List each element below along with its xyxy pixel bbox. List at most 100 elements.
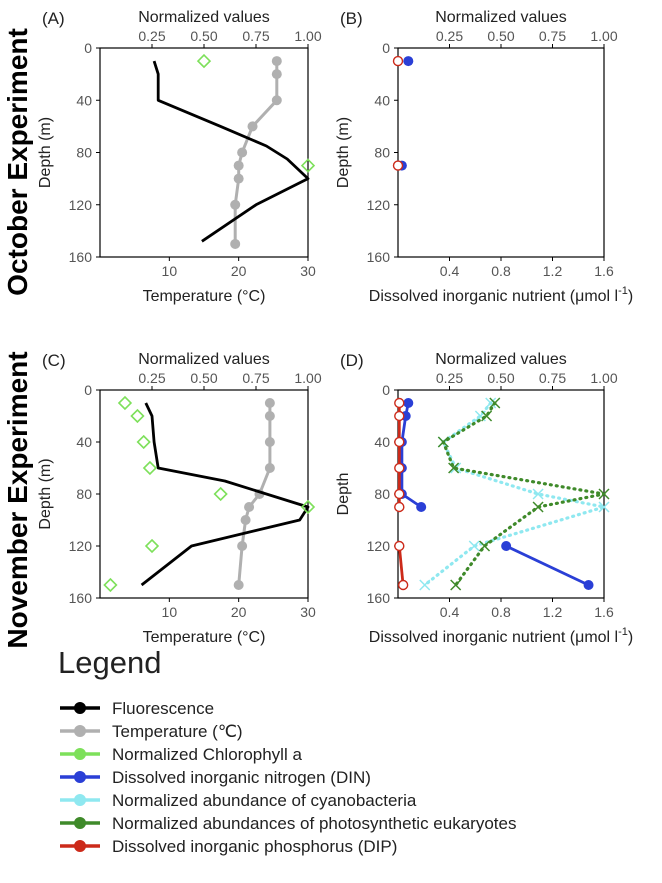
y-axis-label: Depth (m) xyxy=(335,117,352,188)
y-tick-label: 40 xyxy=(374,434,390,450)
point-normalized-abundances-of-photosynthetic-eukaryotes xyxy=(481,410,493,422)
series-line-normalized-abundances-of-photosynthetic-eukaryotes xyxy=(441,401,606,587)
bottom-tick-label: 0.8 xyxy=(491,263,511,279)
y-tick-label: 40 xyxy=(374,92,390,108)
point-normalized-abundance-of-cyanobacteria xyxy=(485,397,497,409)
point-dip xyxy=(394,436,405,448)
point-temperature xyxy=(233,160,244,171)
point-normalized-abundances-of-photosynthetic-eukaryotes xyxy=(478,540,491,552)
legend-swatch-dot xyxy=(74,771,86,783)
series-group xyxy=(394,397,610,591)
panel-label: (C) xyxy=(42,351,66,370)
point-dip xyxy=(394,397,405,409)
series-line-dip xyxy=(397,545,405,586)
point-normalized-abundance-of-cyanobacteria xyxy=(532,488,544,500)
top-tick-label: 0.75 xyxy=(242,370,269,386)
top-tick-label: 0.25 xyxy=(436,28,463,44)
point-dip xyxy=(394,501,405,513)
row-label-october: October Experiment xyxy=(2,28,33,296)
panel-3: (D) Normalized values 0.25 0.50 0.75 1.00 0 40 8… xyxy=(335,351,633,646)
y-tick-label: 0 xyxy=(84,382,92,398)
legend-entry: Temperature (℃) xyxy=(60,722,243,741)
legend-entries: Fluorescence Temperature (℃) Normalized Ch… xyxy=(60,699,516,856)
plot-frame xyxy=(99,389,309,599)
legend-label: Temperature (℃) xyxy=(112,722,243,741)
bottom-tick-label: 1.6 xyxy=(594,604,614,620)
point-normalized-chlorophyll-a xyxy=(196,53,212,69)
point-normalized-chlorophyll-a xyxy=(142,460,158,476)
point-normalized-chlorophyll-a xyxy=(117,395,133,411)
point-temperature xyxy=(264,398,275,408)
panel-0: (A) Normalized values 0.25 0.50 0.75 1.00 0 40 8… xyxy=(37,9,322,305)
bottom-tick-label: 0.4 xyxy=(440,263,460,279)
top-tick-label: 0.50 xyxy=(487,28,514,44)
bottom-axis-label-main: Dissolved inorganic nutrient (μmol l xyxy=(369,629,618,646)
series-line-normalized-abundance-of-cyanobacteria xyxy=(423,401,606,587)
series-group xyxy=(392,55,414,171)
series-group xyxy=(152,53,316,249)
point-normalized-chlorophyll-a xyxy=(144,538,160,554)
y-tick-label: 80 xyxy=(374,486,390,502)
legend-swatch-dot xyxy=(74,702,86,714)
bottom-tick-label: 0.8 xyxy=(491,604,511,620)
point-normalized-abundance-of-cyanobacteria xyxy=(419,579,431,591)
point-temperature xyxy=(237,147,248,158)
row-label-november: November Experiment xyxy=(2,351,33,648)
panel-label: (D) xyxy=(340,351,364,370)
top-tick-label: 0.50 xyxy=(190,370,217,386)
legend-label: Normalized abundance of cyanobacteria xyxy=(112,791,417,810)
point-normalized-abundances-of-photosynthetic-eukaryotes xyxy=(532,501,544,513)
y-tick-label: 160 xyxy=(69,590,93,606)
point-normalized-abundance-of-cyanobacteria xyxy=(598,501,610,513)
legend-entry: Dissolved inorganic nitrogen (DIN) xyxy=(60,768,371,787)
top-tick-label: 1.00 xyxy=(294,28,321,44)
point-dip xyxy=(394,488,405,500)
top-tick-label: 0.50 xyxy=(487,370,514,386)
top-tick-label: 1.00 xyxy=(590,28,617,44)
top-axis-label: Normalized values xyxy=(435,9,567,26)
legend-swatch-dot xyxy=(74,794,86,806)
legend-label: Dissolved inorganic phosphorus (DIP) xyxy=(112,837,397,856)
bottom-tick-label: 30 xyxy=(300,604,316,620)
point-temperature xyxy=(264,437,275,447)
point-temperature xyxy=(244,502,255,512)
legend-label: Normalized abundances of photosynthetic … xyxy=(112,814,516,833)
point-dip xyxy=(392,160,404,171)
panel-1: (B) Normalized values 0.25 0.50 0.75 1.00 0 40 8… xyxy=(335,9,633,305)
y-axis-label: Depth xyxy=(335,473,352,516)
panel-label: (B) xyxy=(340,9,363,28)
point-normalized-chlorophyll-a xyxy=(300,499,316,515)
point-normalized-chlorophyll-a xyxy=(213,486,228,502)
point-dip xyxy=(394,540,405,552)
point-temperature xyxy=(264,463,275,473)
y-tick-label: 160 xyxy=(69,249,93,265)
bottom-axis-label: Dissolved inorganic nutrient (μmol l-1) xyxy=(369,626,633,646)
series-line-fluorescence xyxy=(140,402,310,587)
point-temperature xyxy=(240,515,251,525)
y-tick-label: 80 xyxy=(76,145,92,161)
bottom-tick-label: 20 xyxy=(231,604,247,620)
point-din xyxy=(403,398,414,408)
top-axis-label: Normalized values xyxy=(435,351,567,368)
legend-entry: Normalized Chlorophyll a xyxy=(60,745,302,764)
point-din xyxy=(501,541,512,551)
bottom-axis-label: Temperature (°C) xyxy=(143,629,266,646)
point-temperature xyxy=(271,56,282,67)
bottom-tick-label: 10 xyxy=(162,263,178,279)
bottom-tick-label: 20 xyxy=(231,263,247,279)
panel-2: (C) Normalized values 0.25 0.50 0.75 1.00 0 40 8… xyxy=(37,351,322,646)
point-dip xyxy=(394,462,405,474)
y-tick-label: 160 xyxy=(367,590,391,606)
point-normalized-chlorophyll-a xyxy=(136,434,151,450)
bottom-axis-label: Dissolved inorganic nutrient (μmol l-1) xyxy=(369,285,633,305)
point-normalized-chlorophyll-a xyxy=(300,158,316,173)
y-axis-label: Depth (m) xyxy=(37,117,54,188)
point-normalized-abundance-of-cyanobacteria xyxy=(468,540,480,552)
point-dip xyxy=(397,579,409,591)
legend-swatch-dot xyxy=(74,725,86,737)
panel-label: (A) xyxy=(42,9,65,28)
point-din xyxy=(416,502,427,512)
legend-swatch-dot xyxy=(74,817,86,829)
bottom-tick-label: 1.2 xyxy=(543,263,563,279)
